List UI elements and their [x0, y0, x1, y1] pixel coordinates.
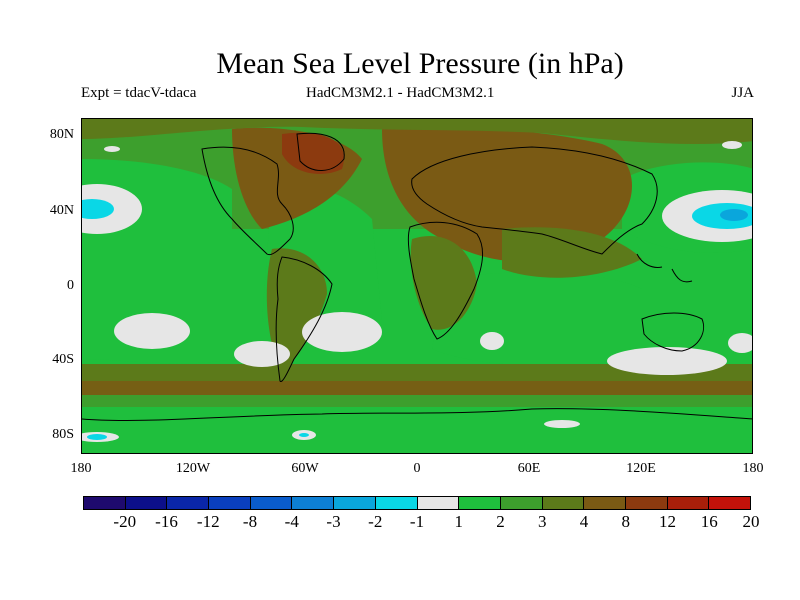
model-label: HadCM3M2.1 - HadCM3M2.1: [306, 85, 495, 101]
field-npac-blue-core: [720, 209, 748, 221]
colorbar-swatch: [584, 497, 626, 509]
season-label: JJA: [731, 85, 754, 101]
colorbar-label: -12: [196, 512, 220, 531]
field-aus-white: [607, 347, 727, 375]
coast-antarctica: [82, 408, 752, 421]
colorbar-label: 20: [742, 512, 760, 531]
colorbar-swatch: [84, 497, 126, 509]
colorbar-label: 8: [621, 512, 631, 531]
colorbar-label: -4: [284, 512, 299, 531]
lat-label-40n: 40N: [49, 203, 74, 218]
colorbar-label: -2: [368, 512, 383, 531]
field-ant-lightblue-1: [87, 434, 107, 440]
colorbar-label: 1: [454, 512, 464, 531]
lat-label-80n: 80N: [49, 127, 74, 142]
lon-label-0: 0: [413, 461, 421, 476]
coast-europe-asia: [411, 146, 658, 255]
coast-africa: [407, 221, 484, 340]
field-antarctic-olive: [82, 395, 752, 407]
coast-maritime: [636, 253, 693, 283]
colorbar-swatch: [125, 497, 168, 509]
colorbar-swatch: [667, 497, 710, 509]
colorbar-swatch: [459, 497, 501, 509]
lat-label-40s: 40S: [52, 352, 74, 367]
coast-south-america: [275, 256, 333, 383]
colorbar-label: -8: [242, 512, 258, 531]
field-arctic-white-2: [104, 146, 120, 152]
field-ant-white-3: [544, 420, 580, 428]
colorbar-swatch: [417, 497, 460, 509]
field-spac-white-2: [234, 341, 290, 367]
field-asia-olive: [502, 227, 642, 278]
field-ant-lightblue-2: [299, 433, 309, 437]
lon-label-120e: 120E: [626, 461, 656, 476]
colorbar-labels: -20 -16 -12 -8 -4 -3 -2 -1 1 2 3 4 8 12 16 20: [0, 512, 800, 534]
colorbar-swatch: [250, 497, 293, 509]
colorbar-swatch: [709, 497, 750, 509]
lon-label-60e: 60E: [517, 461, 541, 476]
pressure-map-svg: [82, 119, 752, 453]
field-samerica-olive: [266, 248, 327, 374]
field-sind-white: [480, 332, 504, 350]
colorbar-swatch: [292, 497, 335, 509]
lat-label-0: 0: [67, 278, 74, 293]
coast-greenland: [296, 132, 345, 171]
field-arctic-olive: [82, 119, 752, 144]
colorbar-swatch: [625, 497, 668, 509]
colorbar-label: 12: [659, 512, 676, 531]
field-southern-brown: [82, 381, 752, 395]
field-greenland-rust: [282, 132, 344, 174]
field-antarctic-green: [82, 404, 752, 453]
field-npac-blue-east: [82, 199, 114, 219]
coastlines: [82, 132, 752, 421]
colorbar-swatch: [167, 497, 210, 509]
field-arctic-white: [722, 141, 742, 149]
colorbar-label: -16: [155, 512, 178, 531]
colorbar-label: 4: [579, 512, 589, 531]
experiment-label: Expt = tdacV-tdaca: [81, 85, 197, 101]
map-title: Mean Sea Level Pressure (in hPa): [216, 47, 624, 80]
lon-label-120w: 120W: [175, 461, 211, 476]
coast-australia: [641, 312, 705, 352]
lat-label-80s: 80S: [52, 427, 74, 442]
colorbar-swatch: [209, 497, 251, 509]
colorbar-swatch: [375, 497, 418, 509]
coast-north-america: [201, 146, 294, 256]
colorbar-swatch: [542, 497, 585, 509]
field-satl-white: [302, 312, 382, 352]
colorbar-label: -20: [113, 512, 137, 531]
colorbar-label: 16: [700, 512, 718, 531]
colorbar-swatch: [334, 497, 376, 509]
colorbar-label: 3: [538, 512, 547, 531]
colorbar-label: -3: [326, 512, 341, 531]
lon-label-60w: 60W: [291, 461, 319, 476]
colorbar: [83, 496, 751, 510]
colorbar-swatch: [500, 497, 543, 509]
pressure-map: [81, 118, 753, 454]
colorbar-label: 2: [496, 512, 505, 531]
field-nz-white: [728, 333, 752, 353]
field-spac-white: [114, 313, 190, 349]
lon-label-180e: 180: [742, 461, 764, 476]
colorbar-label: -1: [409, 512, 425, 531]
field-africa-olive: [410, 236, 477, 330]
lon-label-180w: 180: [70, 461, 92, 476]
